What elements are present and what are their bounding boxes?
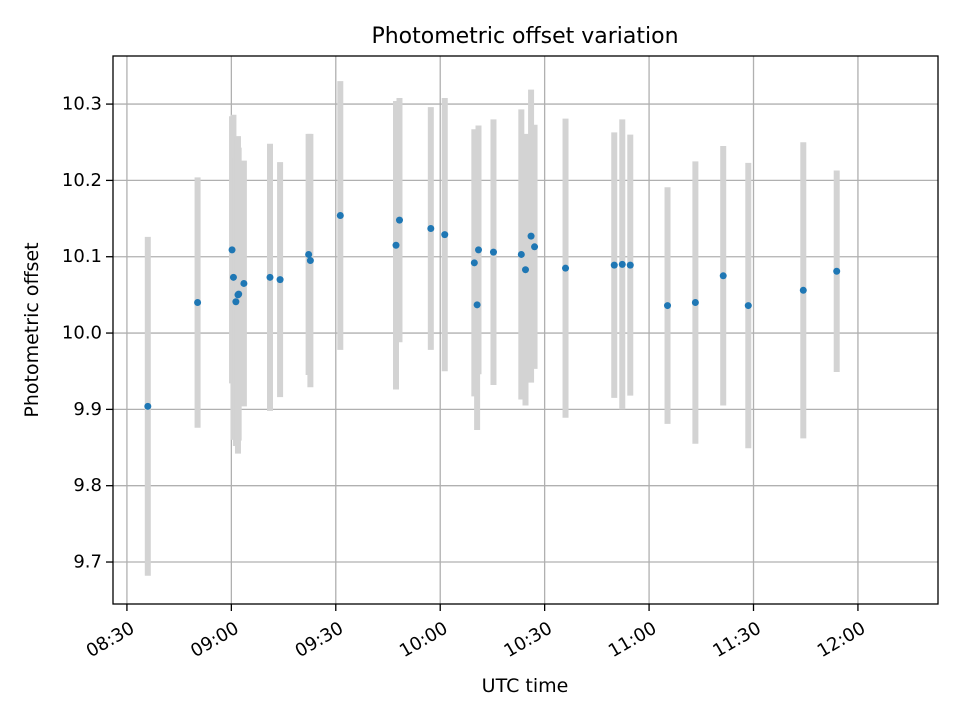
data-point bbox=[228, 246, 236, 254]
data-point bbox=[531, 243, 539, 251]
data-point bbox=[489, 248, 497, 256]
data-point bbox=[144, 402, 152, 410]
data-point bbox=[744, 302, 752, 310]
data-point bbox=[235, 290, 243, 298]
data-point bbox=[194, 299, 202, 307]
data-point bbox=[610, 261, 618, 269]
data-point bbox=[336, 212, 344, 220]
data-point bbox=[626, 261, 634, 269]
y-tick-label: 10.0 bbox=[62, 323, 102, 344]
y-tick-label: 9.8 bbox=[73, 475, 102, 496]
y-tick-label: 9.7 bbox=[73, 552, 102, 573]
chart-title: Photometric offset variation bbox=[371, 24, 678, 49]
y-tick-label: 9.9 bbox=[73, 399, 102, 420]
data-point bbox=[562, 264, 570, 272]
y-axis-label: Photometric offset bbox=[21, 242, 43, 417]
data-point bbox=[306, 257, 314, 265]
data-point bbox=[266, 273, 274, 281]
data-point bbox=[395, 216, 403, 224]
data-point bbox=[305, 250, 313, 258]
data-point bbox=[833, 267, 841, 275]
x-axis-label: UTC time bbox=[482, 675, 569, 697]
data-point bbox=[392, 241, 400, 249]
data-point bbox=[522, 266, 529, 274]
data-point bbox=[517, 250, 525, 258]
y-axis-ticks: 9.7 9.8 9.9 10.0 10.1 10.2 10.3 bbox=[62, 94, 113, 573]
y-tick-label: 10.2 bbox=[62, 170, 102, 191]
data-point bbox=[691, 299, 699, 307]
data-point bbox=[799, 286, 807, 294]
plot-frame bbox=[112, 55, 939, 605]
data-point bbox=[475, 246, 483, 254]
data-point bbox=[240, 279, 248, 287]
data-point bbox=[470, 259, 478, 267]
data-point bbox=[719, 272, 727, 280]
data-points bbox=[144, 212, 841, 410]
y-tick-label: 10.1 bbox=[62, 246, 102, 267]
data-point bbox=[229, 273, 237, 281]
data-point bbox=[427, 224, 435, 232]
data-point bbox=[441, 231, 449, 239]
data-point bbox=[473, 301, 481, 309]
data-point bbox=[276, 276, 284, 284]
data-point bbox=[618, 260, 626, 268]
data-point bbox=[527, 232, 535, 240]
data-point bbox=[232, 298, 240, 306]
data-point bbox=[664, 302, 672, 310]
y-tick-label: 10.3 bbox=[62, 94, 102, 115]
